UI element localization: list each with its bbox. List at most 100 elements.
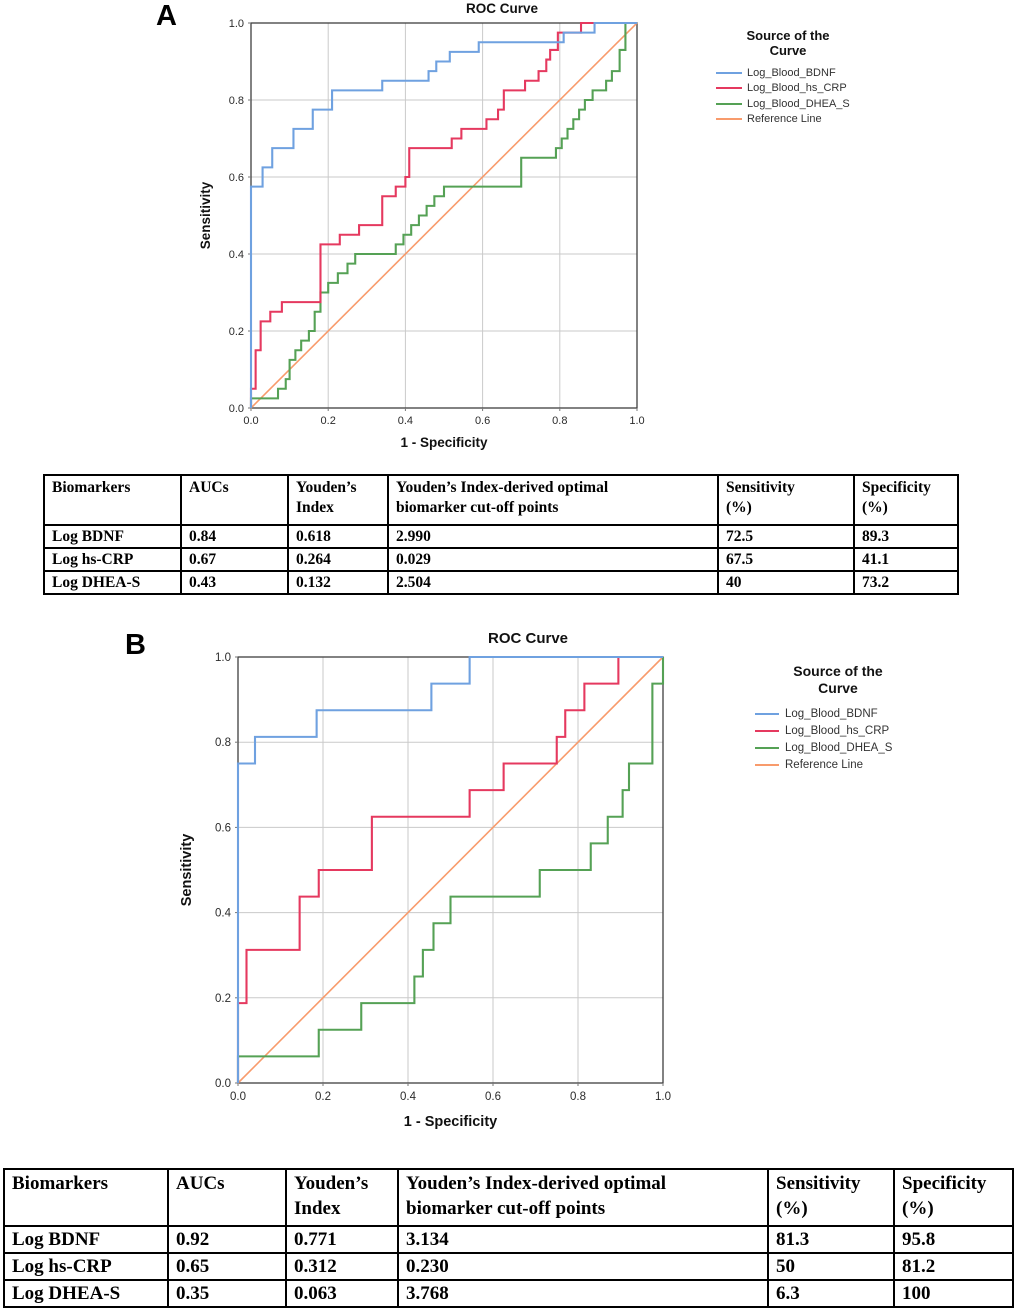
- table-row: Log hs-CRP 0.65 0.312 0.230 50 81.2: [3, 1252, 1014, 1281]
- table-cell: 6.3: [767, 1279, 895, 1308]
- y-tick-label: 1.0: [215, 652, 231, 664]
- table-cell: 0.92: [167, 1225, 287, 1254]
- y-tick-label: 1.0: [229, 18, 244, 30]
- table-cell: 0.43: [180, 570, 289, 595]
- biomarker-table-a-wrap: Biomarkers AUCs Youden’s Index Youden’s Ind…: [43, 474, 959, 595]
- legend-item-label: Reference Line: [747, 113, 822, 126]
- roc-curve-log_blood_dhea_s: [249, 21, 637, 408]
- legend-item: Log_Blood_BDNF: [755, 705, 934, 722]
- roc-curve-log_blood_dhea_s: [236, 657, 665, 1083]
- legend-item-label: Log_Blood_DHEA_S: [747, 97, 850, 110]
- legend-swatch-log_blood_hs_crp: [716, 87, 742, 90]
- table-cell: 0.618: [287, 524, 389, 549]
- table-cell: Log DHEA-S: [43, 570, 182, 595]
- table-cell: 81.2: [893, 1252, 1014, 1281]
- roc-curve-reference line: [250, 22, 638, 409]
- x-tick-label: 0.0: [230, 1091, 246, 1103]
- x-tick-label: 0.8: [570, 1091, 586, 1103]
- legend-item: Reference Line: [755, 756, 934, 773]
- panel-a-label: A: [156, 0, 177, 32]
- legend-items: Log_Blood_BDNF Log_Blood_hs_CRP Log_Blood_…: [716, 65, 876, 127]
- table-row: Log DHEA-S 0.35 0.063 3.768 6.3 100: [3, 1279, 1014, 1308]
- biomarker-table-b: Biomarkers AUCs Youden’s Index Youden’s Ind…: [3, 1168, 1014, 1308]
- x-tick-label: 0.6: [485, 1091, 501, 1103]
- legend-swatch-log_blood_bdnf: [755, 712, 779, 715]
- column-header: Youden’s Index: [285, 1168, 399, 1227]
- table-a-body: Log BDNF 0.84 0.618 2.990 72.5 89.3 Log hs-CRP…: [43, 524, 959, 595]
- y-tick-label: 0.8: [229, 95, 244, 107]
- y-tick-label: 0.6: [229, 172, 244, 184]
- legend-item: Log_Blood_DHEA_S: [755, 739, 934, 756]
- table-cell: 0.67: [180, 547, 289, 572]
- legend-a: Source of the Curve Log_Blood_BDNF Log_Bl…: [700, 28, 876, 127]
- table-cell: 89.3: [853, 524, 959, 549]
- table-header-row: Biomarkers AUCs Youden’s Index Youden’s Ind…: [3, 1168, 1014, 1227]
- x-axis-title: 1 - Specificity: [400, 435, 488, 450]
- legend-item-label: Reference Line: [785, 758, 863, 771]
- table-cell: 67.5: [717, 547, 855, 572]
- chart-b-title: ROC Curve: [487, 630, 569, 647]
- table-cell: 0.35: [167, 1279, 287, 1308]
- legend-swatch-reference line: [755, 763, 779, 766]
- table-cell: 0.029: [387, 547, 719, 572]
- table-cell: 0.063: [285, 1279, 399, 1308]
- x-axis-title: 1 - Specificity: [404, 1114, 497, 1130]
- legend-item: Log_Blood_BDNF: [716, 65, 876, 81]
- table-row: Log BDNF 0.92 0.771 3.134 81.3 95.8: [3, 1225, 1014, 1254]
- panel-b-label: B: [125, 629, 146, 661]
- table-cell: Log hs-CRP: [43, 547, 182, 572]
- y-tick-label: 0.2: [229, 326, 244, 338]
- roc-curve-log_blood_hs_crp: [249, 21, 637, 408]
- table-cell: 0.312: [285, 1252, 399, 1281]
- y-tick-label: 0.8: [215, 737, 231, 749]
- legend-item: Log_Blood_DHEA_S: [716, 96, 876, 112]
- table-cell: Log BDNF: [43, 524, 182, 549]
- table-cell: 0.84: [180, 524, 289, 549]
- legend-item-label: Log_Blood_hs_CRP: [747, 82, 847, 95]
- table-cell: 41.1: [853, 547, 959, 572]
- legend-item-label: Log_Blood_BDNF: [785, 707, 878, 720]
- y-tick-label: 0.6: [215, 822, 231, 834]
- column-header: Youden’s Index-derived optimal biomarker…: [387, 474, 719, 526]
- table-cell: 0.132: [287, 570, 389, 595]
- roc-curve-log_blood_bdnf: [249, 21, 637, 408]
- roc-curve-log_blood_hs_crp: [236, 655, 663, 1083]
- table-cell: 95.8: [893, 1225, 1014, 1254]
- table-cell: Log hs-CRP: [3, 1252, 169, 1281]
- table-a-head: Biomarkers AUCs Youden’s Index Youden’s Ind…: [43, 474, 959, 526]
- table-cell: Log BDNF: [3, 1225, 169, 1254]
- legend-swatch-reference line: [716, 118, 742, 121]
- y-tick-label: 0.4: [215, 908, 232, 920]
- table-cell: 3.134: [397, 1225, 769, 1254]
- x-tick-label: 0.2: [315, 1091, 331, 1103]
- table-cell: 100: [893, 1279, 1014, 1308]
- column-header: Biomarkers: [43, 474, 182, 526]
- y-tick-label: 0.2: [215, 993, 231, 1005]
- table-cell: 2.504: [387, 570, 719, 595]
- column-header: Sensitivity (%): [717, 474, 855, 526]
- table-cell: 73.2: [853, 570, 959, 595]
- table-cell: 72.5: [717, 524, 855, 549]
- legend-item: Log_Blood_hs_CRP: [755, 722, 934, 739]
- column-header: Youden’s Index-derived optimal biomarker…: [397, 1168, 769, 1227]
- column-header: Specificity (%): [853, 474, 959, 526]
- table-header-row: Biomarkers AUCs Youden’s Index Youden’s Ind…: [43, 474, 959, 526]
- y-tick-label: 0.0: [215, 1078, 231, 1090]
- table-row: Log BDNF 0.84 0.618 2.990 72.5 89.3: [43, 524, 959, 549]
- table-row: Log hs-CRP 0.67 0.264 0.029 67.5 41.1: [43, 547, 959, 572]
- legend-item: Reference Line: [716, 112, 876, 128]
- biomarker-table-b-wrap: Biomarkers AUCs Youden’s Index Youden’s Ind…: [3, 1168, 1014, 1308]
- column-header: AUCs: [180, 474, 289, 526]
- legend-item-label: Log_Blood_DHEA_S: [785, 741, 893, 754]
- table-row: Log DHEA-S 0.43 0.132 2.504 40 73.2: [43, 570, 959, 595]
- table-b-body: Log BDNF 0.92 0.771 3.134 81.3 95.8 Log hs-CRP…: [3, 1225, 1014, 1308]
- y-axis-title: Sensitivity: [179, 834, 195, 907]
- legend-swatch-log_blood_dhea_s: [716, 102, 742, 105]
- column-header: Biomarkers: [3, 1168, 169, 1227]
- table-cell: 0.230: [397, 1252, 769, 1281]
- x-tick-label: 0.4: [400, 1091, 417, 1103]
- column-header: Specificity (%): [893, 1168, 1014, 1227]
- biomarker-table-a: Biomarkers AUCs Youden’s Index Youden’s Ind…: [43, 474, 959, 595]
- column-header: Sensitivity (%): [767, 1168, 895, 1227]
